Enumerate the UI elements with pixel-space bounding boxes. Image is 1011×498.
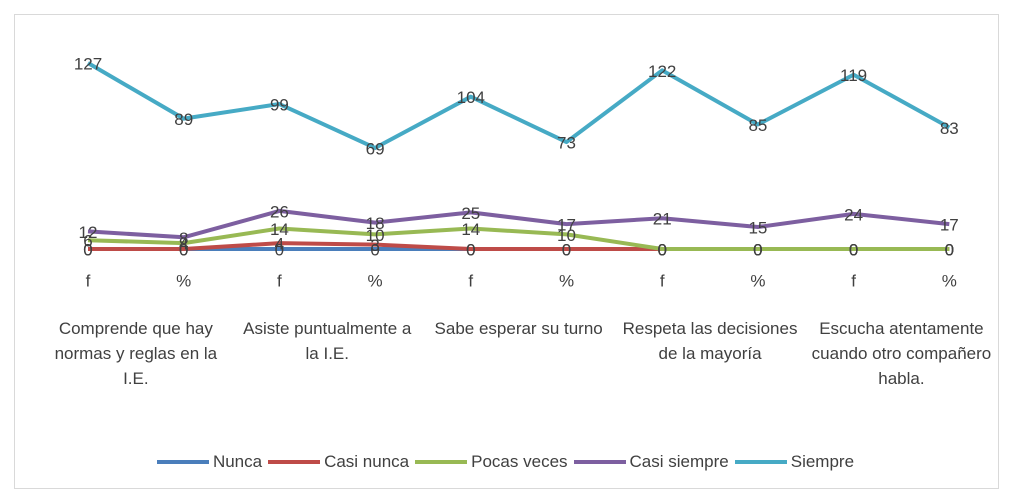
legend-label: Nunca [212, 452, 263, 471]
legend-swatch [573, 460, 626, 464]
data-label: 0 [83, 240, 92, 259]
group-label: Comprende que hay normas y reglas en la … [54, 319, 218, 388]
series-line [87, 208, 950, 240]
data-label: 89 [174, 110, 193, 129]
data-label: 26 [270, 202, 289, 221]
legend-item: Pocas veces [415, 452, 568, 472]
data-label: 0 [179, 240, 188, 259]
data-label: 21 [653, 210, 672, 229]
legend-swatch [415, 460, 468, 464]
data-label: 0 [945, 240, 954, 259]
x-tick-label: f [86, 271, 91, 290]
x-tick-label: f [851, 271, 856, 290]
legend-swatch [268, 460, 321, 464]
data-label: 17 [557, 216, 576, 235]
data-label: 4 [275, 235, 284, 254]
data-label: 25 [461, 204, 480, 223]
data-label: 0 [849, 240, 858, 259]
group-label: Sabe esperar su turno [434, 319, 603, 338]
legend-item: Nunca [156, 452, 263, 472]
data-label: 83 [940, 119, 959, 138]
legend: Nunca Casi nunca Pocas veces Casi siempre Si… [0, 452, 1011, 472]
x-tick-label: % [368, 271, 383, 290]
series-line [86, 61, 951, 150]
data-label: 8 [179, 229, 188, 248]
data-label: 0 [753, 240, 762, 259]
legend-item: Casi siempre [573, 452, 729, 472]
data-label: 10 [557, 226, 576, 245]
x-tick-label: % [750, 271, 765, 290]
legend-item: Casi nunca [268, 452, 409, 472]
data-label: 12 [79, 223, 98, 242]
x-tick-label: f [277, 271, 282, 290]
group-label: Respeta las decisiones de la mayoría [622, 319, 798, 363]
x-tick-label: f [468, 271, 473, 290]
data-label: 4 [179, 235, 188, 254]
data-label: 99 [270, 95, 289, 114]
data-label: 73 [557, 134, 576, 153]
legend-item: Siempre [734, 452, 855, 472]
data-label: 85 [748, 116, 767, 135]
data-label: 0 [657, 240, 666, 259]
data-label: 0 [753, 240, 762, 259]
data-label: 0 [849, 240, 858, 259]
data-label: 15 [748, 219, 767, 238]
group-label: Escucha atentamente cuando otro compañer… [811, 319, 992, 388]
data-label: 6 [83, 232, 92, 251]
data-label: 104 [457, 88, 485, 107]
x-tick-label: f [660, 271, 665, 290]
data-label: 0 [945, 240, 954, 259]
data-label: 122 [648, 62, 676, 81]
data-label: 0 [466, 240, 475, 259]
legend-label: Casi siempre [629, 452, 729, 471]
data-label: 0 [466, 240, 475, 259]
data-label: 0 [83, 240, 92, 259]
data-label: 24 [844, 205, 863, 224]
data-label: 0 [275, 240, 284, 259]
x-tick-label: % [176, 271, 191, 290]
legend-swatch [734, 460, 787, 464]
data-label: 18 [366, 214, 385, 233]
data-label: 0 [657, 240, 666, 259]
series-line [87, 226, 950, 251]
chart-frame [14, 14, 999, 489]
data-label: 14 [270, 220, 289, 239]
data-label: 0 [657, 240, 666, 259]
data-label: 10 [366, 226, 385, 245]
data-label: 0 [849, 240, 858, 259]
data-label: 3 [370, 236, 379, 255]
data-label: 69 [366, 139, 385, 158]
data-label: 0 [562, 240, 571, 259]
x-tick-label: % [942, 271, 957, 290]
data-label: 0 [179, 240, 188, 259]
x-tick-label: % [559, 271, 574, 290]
group-label: Asiste puntualmente a la I.E. [243, 319, 412, 363]
legend-label: Pocas veces [471, 452, 568, 471]
data-label: 14 [461, 220, 480, 239]
legend-swatch [156, 460, 209, 464]
data-label: 0 [945, 240, 954, 259]
data-label: 127 [74, 54, 102, 73]
legend-label: Siempre [790, 452, 855, 471]
data-label: 0 [562, 240, 571, 259]
legend-label: Casi nunca [324, 452, 410, 471]
data-label: 0 [370, 240, 379, 259]
data-label: 119 [840, 66, 867, 85]
data-label: 0 [753, 240, 762, 259]
data-label: 17 [940, 216, 959, 235]
